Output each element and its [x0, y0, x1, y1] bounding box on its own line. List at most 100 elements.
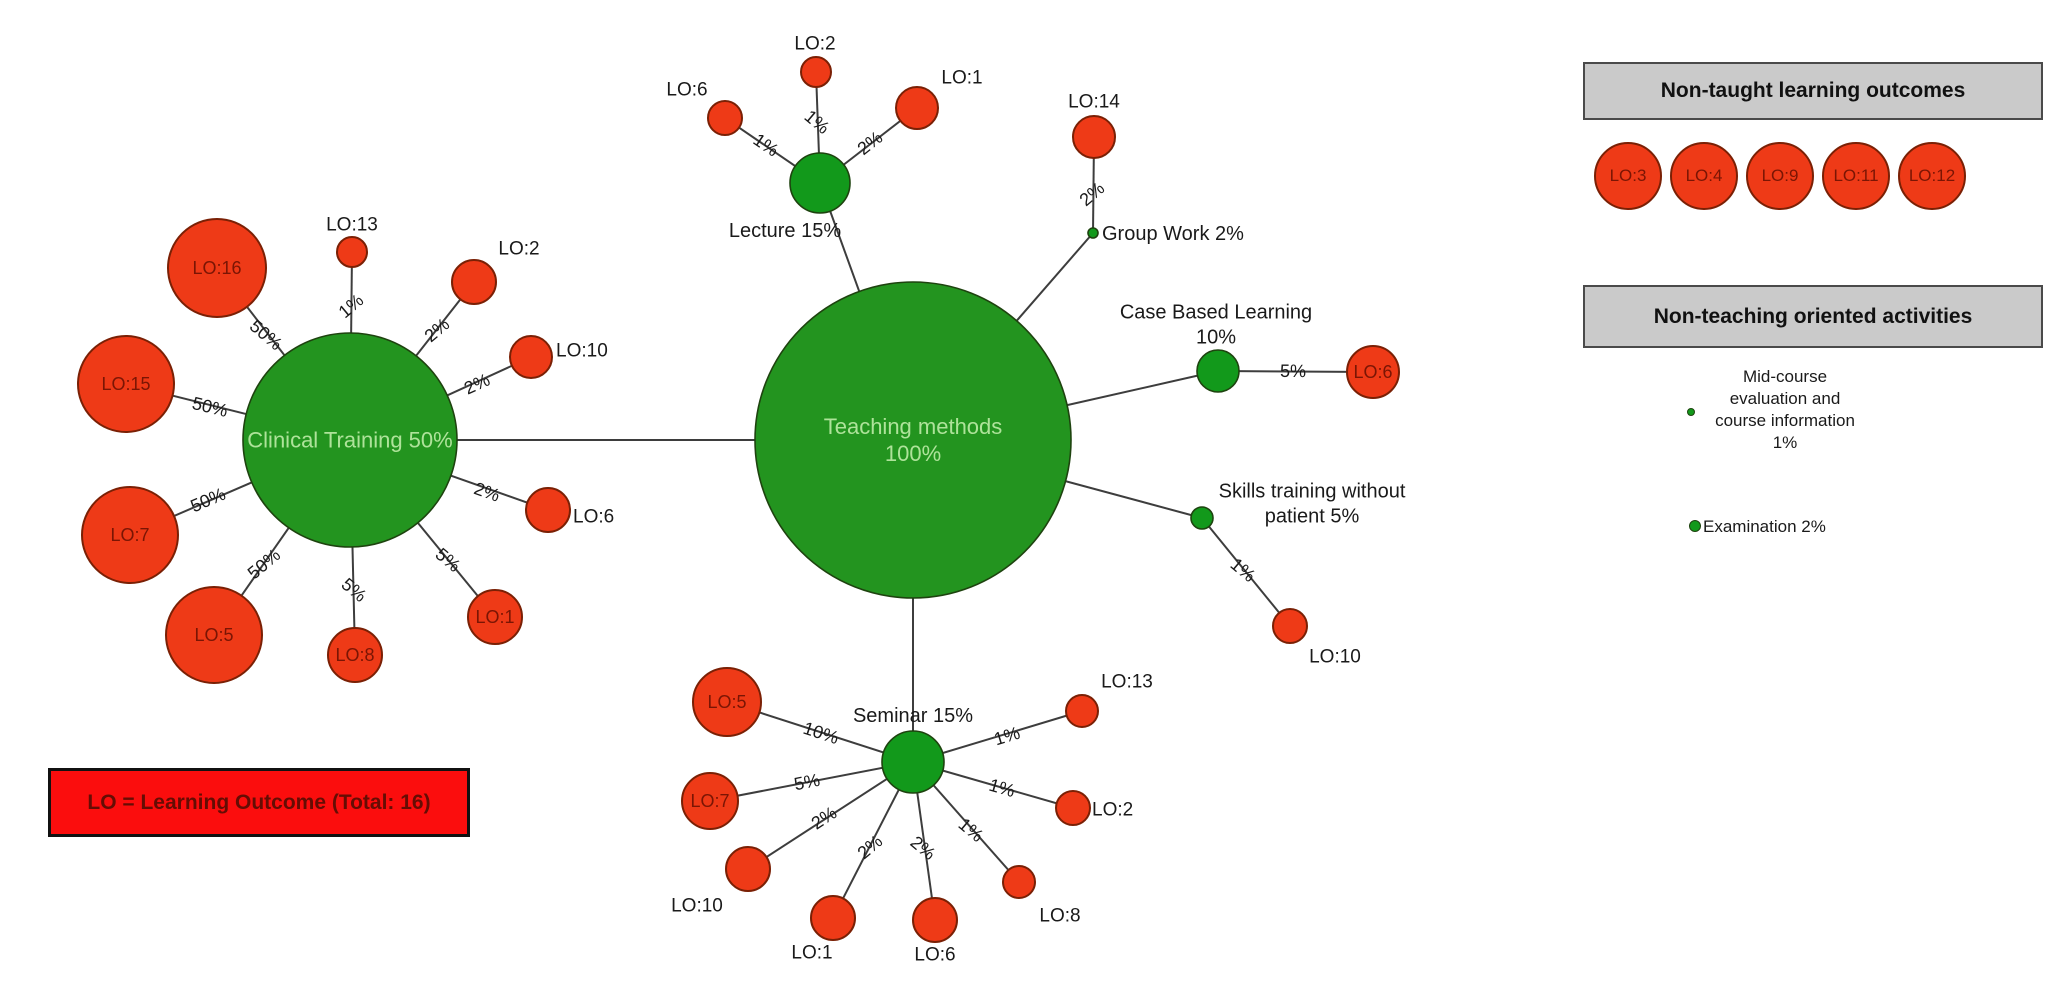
node-l1 — [895, 86, 939, 130]
node-label-sk10: LO:10 — [1309, 647, 1361, 668]
legend-lo-circle: LO:12 — [1898, 142, 1966, 210]
legend-non-teaching-title: Non-teaching oriented activities — [1653, 304, 1973, 328]
node-label-c6: LO:6 — [573, 507, 614, 528]
node-label-l6: LO:6 — [666, 80, 707, 101]
node-s5 — [692, 667, 762, 737]
node-label-l2: LO:2 — [794, 34, 835, 55]
node-SK — [1190, 506, 1214, 530]
node-c2 — [451, 259, 497, 305]
node-c15 — [77, 335, 175, 433]
node-cb6 — [1346, 345, 1400, 399]
lo-definition-box: LO = Learning Outcome (Total: 16) — [48, 768, 470, 837]
legend-non-taught-box: Non-taught learning outcomes — [1583, 62, 2043, 120]
node-label-T: Teaching methods — [824, 414, 1003, 439]
node-label-c16: LO:16 — [192, 258, 241, 278]
node-label-l1: LO:1 — [941, 68, 982, 89]
edge-weight-label: 1% — [335, 290, 368, 322]
edge-weight-label: 1% — [992, 723, 1023, 750]
node-GW — [1087, 227, 1099, 239]
node-label-s10: LO:10 — [671, 896, 723, 917]
node-label-c5: LO:5 — [194, 625, 233, 645]
node-label-s13: LO:13 — [1101, 672, 1153, 693]
node-label-s1: LO:1 — [791, 943, 832, 964]
node-c1 — [467, 589, 523, 645]
node-C — [242, 332, 458, 548]
node-c10 — [509, 335, 553, 379]
node-label-CB: 10% — [1196, 327, 1236, 349]
edge-weight-label: 50% — [244, 545, 284, 583]
edge-S-s7 — [709, 761, 914, 802]
node-g14 — [1072, 115, 1116, 159]
node-label-c1: LO:1 — [475, 607, 514, 627]
activity-dot — [1689, 520, 1701, 532]
node-s6 — [912, 897, 958, 943]
legend-lo-circle: LO:11 — [1822, 142, 1890, 210]
lo-definition-label: LO = Learning Outcome (Total: 16) — [87, 790, 431, 814]
node-S — [881, 730, 945, 794]
edge-weight-label: 2% — [907, 832, 940, 864]
edge-weight-label: 1% — [987, 775, 1018, 801]
legend-non-taught-title: Non-taught learning outcomes — [1660, 79, 1966, 102]
node-label-S: Seminar 15% — [853, 705, 973, 727]
node-c6 — [525, 487, 571, 533]
activity-dot — [1687, 408, 1695, 416]
node-label-c13: LO:13 — [326, 215, 378, 236]
node-l2 — [800, 56, 832, 88]
node-c8 — [327, 627, 383, 683]
node-label-c7: LO:7 — [110, 525, 149, 545]
node-label-g14: LO:14 — [1068, 92, 1120, 113]
node-l6 — [707, 100, 743, 136]
node-L — [789, 152, 851, 214]
edge-weight-label: 5% — [792, 770, 821, 795]
node-label-c10: LO:10 — [556, 341, 608, 362]
node-label-s8: LO:8 — [1039, 906, 1080, 927]
node-label-CB: Case Based Learning — [1120, 302, 1312, 324]
node-label-C: Clinical Training 50% — [247, 428, 452, 453]
node-label-cb6: LO:6 — [1353, 362, 1392, 382]
activity-label: Examination 2% — [1703, 517, 1826, 536]
node-sk10 — [1272, 608, 1308, 644]
edge-weight-label: 2% — [461, 369, 493, 398]
non-taught-circles: LO:3 LO:4 LO:9 LO:11 LO:12 — [1594, 142, 1966, 210]
node-label-c2: LO:2 — [498, 239, 539, 260]
edge-weight-label: 1% — [750, 129, 783, 160]
node-label-GW: Group Work 2% — [1102, 223, 1244, 245]
node-label-SK: patient 5% — [1265, 506, 1360, 528]
node-s1 — [810, 895, 856, 941]
node-s2 — [1055, 790, 1091, 826]
node-label-s5: LO:5 — [707, 692, 746, 712]
edge-weight-label: 50% — [190, 393, 230, 421]
node-T — [754, 281, 1072, 599]
node-c16 — [167, 218, 267, 318]
node-CB — [1196, 349, 1240, 393]
node-label-s7: LO:7 — [690, 791, 729, 811]
node-label-T: 100% — [885, 441, 941, 466]
edge-SK-sk10 — [1201, 517, 1291, 627]
legend-lo-circle: LO:3 — [1594, 142, 1662, 210]
edge-weight-label: 50% — [187, 484, 228, 517]
edge-weight-label: 5% — [338, 574, 371, 606]
legend-lo-circle: LO:9 — [1746, 142, 1814, 210]
edge-S-s10 — [747, 761, 914, 870]
activity-label: Mid-course evaluation and course informa… — [1715, 367, 1855, 452]
edge-weight-label: 5% — [1280, 361, 1306, 381]
node-label-s6: LO:6 — [914, 945, 955, 966]
edge-weight-label: 10% — [801, 718, 841, 748]
node-label-s2: LO:2 — [1092, 800, 1133, 821]
legend-non-teaching-box: Non-teaching oriented activities — [1583, 285, 2043, 348]
edge-weight-label: 2% — [808, 803, 841, 834]
node-label-SK: Skills training without — [1219, 481, 1406, 503]
node-c5 — [165, 586, 263, 684]
edge-weight-label: 2% — [471, 478, 502, 506]
node-label-c15: LO:15 — [101, 374, 150, 394]
edge-weight-label: 5% — [432, 544, 465, 576]
legend-lo-circle: LO:4 — [1670, 142, 1738, 210]
node-s13 — [1065, 694, 1099, 728]
node-s7 — [681, 772, 739, 830]
node-s8 — [1002, 865, 1036, 899]
node-c13 — [336, 236, 368, 268]
node-s10 — [725, 846, 771, 892]
node-c7 — [81, 486, 179, 584]
